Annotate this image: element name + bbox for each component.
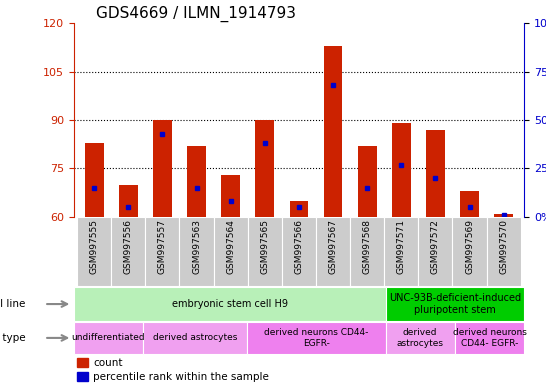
Text: GDS4669 / ILMN_1914793: GDS4669 / ILMN_1914793	[96, 5, 296, 22]
Bar	[324, 46, 342, 217]
Bar	[256, 120, 274, 217]
Bar	[153, 120, 172, 217]
Text: derived neurons
CD44- EGFR-: derived neurons CD44- EGFR-	[453, 328, 526, 348]
Text: GSM997571: GSM997571	[397, 219, 406, 274]
Text: percentile rank within the sample: percentile rank within the sample	[93, 371, 269, 382]
Text: GSM997555: GSM997555	[90, 219, 99, 274]
Bar	[74, 288, 385, 321]
Bar	[74, 322, 143, 354]
Bar	[350, 217, 384, 286]
Bar	[418, 217, 453, 286]
Bar	[213, 217, 248, 286]
Text: UNC-93B-deficient-induced
pluripotent stem: UNC-93B-deficient-induced pluripotent st…	[389, 293, 521, 315]
Text: GSM997566: GSM997566	[294, 219, 304, 274]
Bar	[143, 322, 247, 354]
Bar	[486, 217, 521, 286]
Bar	[145, 217, 180, 286]
Bar	[187, 146, 206, 217]
Bar	[384, 217, 418, 286]
Text: count: count	[93, 358, 123, 368]
Text: GSM997563: GSM997563	[192, 219, 201, 274]
Text: GSM997557: GSM997557	[158, 219, 167, 274]
Text: cell line: cell line	[0, 299, 26, 309]
Text: derived neurons CD44-
EGFR-: derived neurons CD44- EGFR-	[264, 328, 369, 348]
Text: GSM997567: GSM997567	[329, 219, 337, 274]
Bar	[455, 322, 524, 354]
Bar	[78, 372, 88, 381]
Bar	[392, 123, 411, 217]
Text: GSM997568: GSM997568	[363, 219, 372, 274]
Text: GSM997572: GSM997572	[431, 219, 440, 274]
Text: derived
astrocytes: derived astrocytes	[397, 328, 444, 348]
Text: embryonic stem cell H9: embryonic stem cell H9	[171, 299, 288, 309]
Text: GSM997570: GSM997570	[499, 219, 508, 274]
Text: GSM997569: GSM997569	[465, 219, 474, 274]
Bar	[78, 358, 88, 367]
Bar	[119, 185, 138, 217]
Text: derived astrocytes: derived astrocytes	[153, 333, 237, 343]
Bar	[426, 130, 445, 217]
Bar	[460, 191, 479, 217]
Bar	[385, 288, 524, 321]
Bar	[282, 217, 316, 286]
Bar	[77, 217, 111, 286]
Bar	[180, 217, 213, 286]
Text: GSM997564: GSM997564	[226, 219, 235, 274]
Text: GSM997556: GSM997556	[124, 219, 133, 274]
Bar	[289, 201, 308, 217]
Bar	[453, 217, 486, 286]
Bar	[221, 175, 240, 217]
Bar	[494, 214, 513, 217]
Text: undifferentiated: undifferentiated	[72, 333, 145, 343]
Bar	[316, 217, 350, 286]
Bar	[358, 146, 377, 217]
Bar	[385, 322, 455, 354]
Bar	[247, 322, 385, 354]
Text: cell type: cell type	[0, 333, 26, 343]
Text: GSM997565: GSM997565	[260, 219, 269, 274]
Bar	[248, 217, 282, 286]
Bar	[111, 217, 145, 286]
Bar	[85, 142, 104, 217]
